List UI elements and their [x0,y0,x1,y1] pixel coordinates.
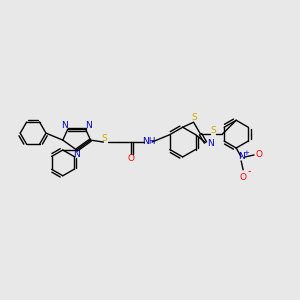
Text: +: + [243,150,249,156]
Text: N: N [85,121,92,130]
Text: N: N [207,139,214,148]
Text: O: O [128,154,135,164]
Text: S: S [192,113,197,122]
Text: NH: NH [142,136,156,146]
Text: O: O [256,151,262,160]
Text: N: N [238,152,244,161]
Text: N: N [73,151,80,160]
Text: S: S [211,126,216,135]
Text: N: N [61,121,68,130]
Text: O: O [240,173,247,182]
Text: S: S [102,134,107,142]
Text: -: - [247,166,251,176]
